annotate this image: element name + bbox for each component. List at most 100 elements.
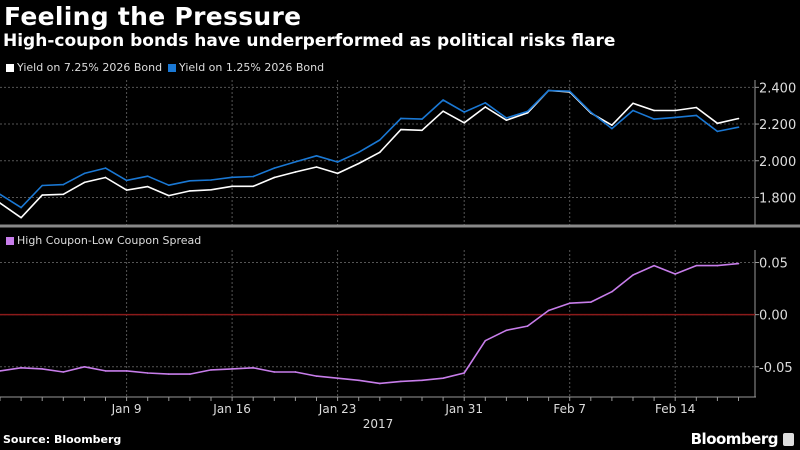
x-tick-label: Jan 23 xyxy=(318,402,357,416)
y-tick-label: 2.000 xyxy=(759,155,796,170)
data-point xyxy=(590,111,592,113)
data-point xyxy=(611,290,613,293)
data-point xyxy=(83,365,86,368)
data-point xyxy=(273,176,276,179)
data-point xyxy=(357,379,360,382)
data-point xyxy=(231,368,233,370)
legend-item-low-coupon: Yield on 1.25% 2026 Bond xyxy=(168,61,324,74)
legend-swatch-white xyxy=(6,63,14,72)
chart-subtitle: High-coupon bonds have underperformed as… xyxy=(3,31,616,51)
legend-swatch-blue xyxy=(168,63,176,72)
data-point xyxy=(463,121,466,124)
y-tick-label: 2.200 xyxy=(759,118,796,133)
series-line-0-0 xyxy=(0,89,739,219)
data-point xyxy=(379,151,381,154)
data-point xyxy=(168,194,170,197)
data-point xyxy=(632,109,634,112)
data-point xyxy=(400,128,402,131)
data-point xyxy=(421,129,423,132)
data-point xyxy=(653,109,655,112)
data-point xyxy=(252,175,254,178)
chart-title: Feeling the Pressure xyxy=(4,2,302,31)
data-point xyxy=(442,377,444,380)
data-point xyxy=(695,264,698,267)
data-point xyxy=(716,130,719,133)
data-point xyxy=(294,171,297,173)
data-point xyxy=(189,190,191,192)
legend-swatch-purple xyxy=(6,236,14,245)
data-point xyxy=(568,90,571,92)
series-line-0-1 xyxy=(0,89,739,209)
data-point xyxy=(421,379,423,382)
data-point xyxy=(146,185,149,188)
data-point xyxy=(590,301,592,303)
data-point xyxy=(463,372,466,374)
x-tick-label: Jan 31 xyxy=(444,402,483,416)
data-point xyxy=(252,367,254,369)
data-point xyxy=(357,162,360,165)
data-point xyxy=(653,118,655,120)
data-point xyxy=(273,167,276,169)
data-point xyxy=(737,117,740,120)
data-point xyxy=(168,373,170,375)
data-point xyxy=(442,99,444,101)
data-point xyxy=(125,189,128,191)
data-point xyxy=(231,185,233,188)
bottom-panel-grid: 0.05 0.00 -0.05 xyxy=(0,250,793,397)
data-point xyxy=(168,184,170,186)
y-tick-label: 0.00 xyxy=(759,309,788,324)
data-point xyxy=(421,118,423,120)
data-point xyxy=(357,151,360,154)
data-point xyxy=(737,126,740,128)
data-point xyxy=(62,183,65,186)
data-point xyxy=(0,193,1,196)
data-point xyxy=(674,116,676,119)
data-point xyxy=(294,161,297,163)
data-point xyxy=(104,167,107,169)
data-point xyxy=(526,325,529,327)
data-point xyxy=(568,302,571,304)
data-point xyxy=(104,370,107,372)
data-point xyxy=(632,274,634,276)
y-tick-label: 1.800 xyxy=(759,191,796,206)
data-point xyxy=(189,373,191,375)
y-tick-label: 0.05 xyxy=(759,257,788,272)
data-point xyxy=(210,179,212,181)
y-tick-label: 2.400 xyxy=(759,81,796,96)
data-point xyxy=(336,172,339,175)
x-tick-label: Feb 14 xyxy=(655,402,695,416)
data-point xyxy=(20,206,22,209)
data-point xyxy=(41,184,43,187)
data-point xyxy=(146,175,149,177)
data-point xyxy=(400,380,402,383)
data-point xyxy=(379,139,381,141)
data-point xyxy=(632,102,634,105)
data-point xyxy=(315,166,318,168)
data-point xyxy=(547,89,550,92)
top-panel-marks xyxy=(0,89,740,219)
data-point xyxy=(526,112,529,114)
data-point xyxy=(189,179,191,182)
data-point xyxy=(484,106,487,108)
legend-label: High Coupon-Low Coupon Spread xyxy=(17,234,202,247)
data-point xyxy=(336,161,339,163)
x-tick-label: Jan 9 xyxy=(111,402,142,416)
legend-item-spread: High Coupon-Low Coupon Spread xyxy=(6,234,201,247)
data-point xyxy=(104,176,107,179)
data-point xyxy=(146,372,149,374)
data-point xyxy=(695,106,698,109)
data-point xyxy=(611,127,613,130)
data-point xyxy=(315,375,318,377)
legend-item-high-coupon: Yield on 7.25% 2026 Bond xyxy=(6,61,162,74)
series-line-1-0 xyxy=(0,262,739,385)
x-tick-label: Feb 7 xyxy=(553,402,586,416)
data-point xyxy=(62,371,65,373)
data-point xyxy=(400,117,402,120)
data-point xyxy=(674,273,676,275)
data-point xyxy=(505,119,508,121)
data-point xyxy=(41,194,43,196)
data-point xyxy=(125,179,128,182)
data-point xyxy=(484,101,487,104)
data-point xyxy=(83,181,86,184)
